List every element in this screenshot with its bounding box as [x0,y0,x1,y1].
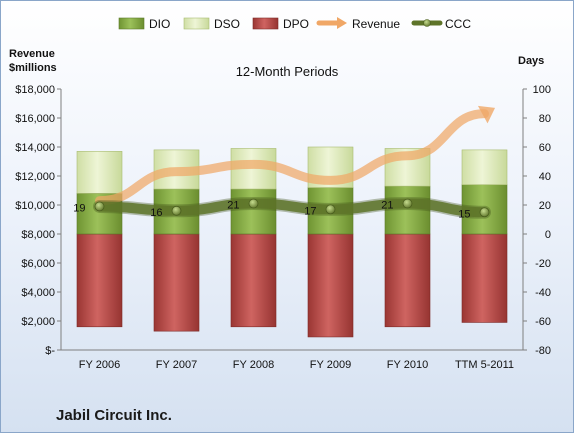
right-tick-label: 60 [539,142,551,154]
right-tick-label: -80 [535,345,551,357]
right-tick-label: 0 [545,229,551,241]
company-name: Jabil Circuit Inc. [56,407,172,424]
right-tick-label: 100 [533,84,551,96]
left-tick-label: $12,000 [15,171,55,183]
dpo-bar [307,233,354,338]
left-tick-label: $2,000 [21,316,55,328]
left-tick-label: $6,000 [21,258,55,270]
ccc-data-label: 21 [227,200,239,212]
category-label: FY 2007 [156,359,197,371]
category-label: FY 2006 [79,359,120,371]
ccc-data-label: 19 [73,202,85,214]
legend-label-dio: DIO [149,17,170,31]
dpo-bar [76,233,123,328]
legend-label-dpo: DPO [283,17,309,31]
legend-swatch-dio [118,17,145,30]
ccc-marker [171,205,182,216]
legend-swatch-dso [183,17,210,30]
right-tick-label: -60 [535,316,551,328]
revenue-arrowhead [477,105,496,124]
dpo-bar [153,233,200,332]
legend-swatch-revenue [316,17,347,29]
left-axis-title-line1: Revenue [9,48,55,60]
ccc-line: 19 16 21 17 21 15 [73,197,491,220]
right-tick-label: -40 [535,287,551,299]
ccc-line-path [94,198,490,218]
ccc-data-label: 15 [458,208,470,220]
category-label: TTM 5-2011 [455,359,514,371]
ccc-marker [248,198,259,209]
ccc-data-label: 21 [381,200,393,212]
legend: DIO DSO DPO Revenue CCC [118,17,471,31]
legend-label-revenue: Revenue [352,17,400,31]
category-label: FY 2010 [387,359,428,371]
category-label: FY 2008 [233,359,274,371]
left-axis-title-line2: $millions [9,62,57,74]
dio-bar [384,185,431,235]
ccc-marker [479,207,490,218]
ccc-marker [402,198,413,209]
dio-bar [230,188,277,235]
left-tick-label: $4,000 [21,287,55,299]
legend-label-ccc: CCC [445,17,471,31]
dpo-bar [230,233,277,328]
left-tick-label: $- [45,345,55,357]
right-axis-title: Days [518,55,544,67]
axes: $- $2,000 $4,000 $6,000 $8,000 $10,000 $12,000… [15,84,551,357]
legend-swatch-dpo [252,17,279,30]
right-tick-label: 80 [539,113,551,125]
revenue-line-path [95,109,489,206]
category-label: FY 2009 [310,359,351,371]
ccc-marker [94,201,105,212]
right-tick-label: 20 [539,200,551,212]
dpo-bar [461,233,508,323]
dso-bar [76,151,123,194]
legend-swatch-ccc [411,19,443,27]
dso-bar [461,149,508,185]
left-tick-label: $8,000 [21,229,55,241]
ccc-marker [325,204,336,215]
category-labels: FY 2006 FY 2007 FY 2008 FY 2009 FY 2010 TTM 5… [79,359,514,371]
left-tick-label: $16,000 [15,113,55,125]
chart-title: 12-Month Periods [236,64,339,79]
dpo-bar [384,233,431,328]
legend-label-dso: DSO [214,17,240,31]
left-tick-label: $10,000 [15,200,55,212]
left-tick-label: $18,000 [15,84,55,96]
ccc-data-label: 16 [150,207,162,219]
right-tick-label: 40 [539,171,551,183]
revenue-line [95,105,496,206]
ccc-data-label: 17 [304,205,316,217]
left-tick-label: $14,000 [15,142,55,154]
right-tick-label: -20 [535,258,551,270]
